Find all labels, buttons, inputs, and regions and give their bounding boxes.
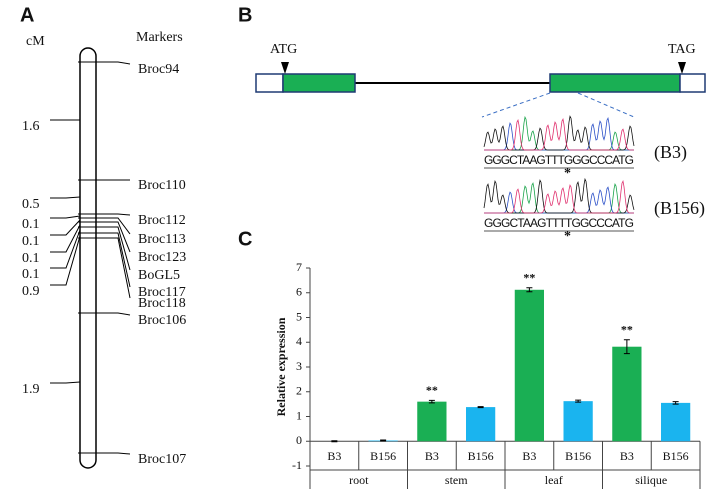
sample-label: B3 — [522, 449, 536, 463]
start-codon: ATG — [270, 42, 297, 57]
bar — [661, 402, 691, 442]
y-tick-label: 4 — [296, 334, 302, 348]
error-bar — [623, 339, 630, 355]
mutation-mark: * — [564, 166, 571, 181]
y-tick-label: 1 — [296, 408, 302, 422]
marker-line — [78, 213, 131, 216]
y-tick-label: 0 — [296, 433, 302, 447]
sample-label: B156 — [565, 449, 591, 463]
chromatogram-trace — [484, 179, 634, 214]
distance-line — [50, 229, 81, 269]
y-tick-label: 7 — [296, 260, 302, 274]
y-axis-label: Relative expression — [274, 317, 288, 416]
panel-label: B — [238, 4, 252, 26]
error-bar — [526, 287, 533, 293]
marker-label: Broc107 — [138, 452, 186, 467]
significance: ** — [621, 323, 633, 337]
marker-line — [78, 226, 131, 271]
chromosome — [79, 47, 97, 469]
marker-label: Broc118 — [138, 296, 186, 311]
bar — [417, 401, 447, 442]
marker-line — [78, 221, 131, 253]
significance: ** — [523, 271, 535, 285]
sample-label: B156 — [468, 449, 494, 463]
marker-label: Broc110 — [138, 178, 186, 193]
sequence: GGGCTAAGTTTTGGCCCATG — [484, 216, 634, 230]
distance-label: 0.1 — [22, 217, 40, 232]
bar — [563, 401, 593, 442]
marker-label: BoGL5 — [138, 268, 180, 283]
error-bar — [477, 406, 484, 409]
distance-label: 0.1 — [22, 251, 40, 266]
panel-label: A — [20, 4, 34, 26]
distance-line — [50, 215, 81, 219]
marker-line — [78, 61, 131, 65]
distance-label: 1.6 — [22, 119, 40, 134]
error-bar — [575, 399, 582, 403]
error-bar — [380, 439, 387, 442]
marker-label: Broc117 — [138, 285, 186, 300]
exon — [549, 73, 681, 93]
distance-line — [50, 235, 81, 286]
marker-line — [78, 232, 131, 288]
mutation-mark: * — [564, 229, 571, 244]
bar — [514, 289, 544, 442]
y-tick-label: -1 — [292, 458, 302, 472]
marker-line — [78, 217, 131, 235]
panel-label: C — [238, 228, 252, 250]
category-label: stem — [445, 473, 468, 487]
zoom-line — [577, 92, 635, 118]
category-label: leaf — [545, 473, 563, 487]
stop-codon: TAG — [668, 42, 696, 57]
distance-label: 0.1 — [22, 267, 40, 282]
y-tick-label: 2 — [296, 384, 302, 398]
distance-line — [50, 196, 81, 199]
y-tick-label: 6 — [296, 285, 302, 299]
sample-label: B3 — [425, 449, 439, 463]
utr — [679, 73, 706, 93]
marker-label: Broc112 — [138, 213, 186, 228]
y-tick-label: 3 — [296, 359, 302, 373]
distance-line — [50, 381, 81, 384]
category-label: root — [349, 473, 369, 487]
marker-label: Broc94 — [138, 62, 179, 77]
distance-line — [50, 224, 81, 253]
sample-name: (B156) — [654, 198, 705, 219]
arrowhead — [281, 62, 289, 74]
marker-label: Broc123 — [138, 250, 186, 265]
chromatogram-trace — [484, 118, 634, 151]
marker-line — [78, 237, 131, 299]
utr — [255, 73, 284, 93]
bar — [612, 346, 642, 442]
distance-label: 1.9 — [22, 382, 40, 397]
marker-label: Broc113 — [138, 232, 186, 247]
sample-label: B156 — [370, 449, 396, 463]
arrowhead — [678, 62, 686, 74]
distance-line — [50, 219, 81, 236]
y-tick-label: 5 — [296, 309, 302, 323]
markers-label: Markers — [136, 30, 183, 45]
error-bar — [331, 440, 338, 443]
sample-label: B156 — [663, 449, 689, 463]
marker-label: Broc106 — [138, 313, 186, 328]
exon — [282, 73, 356, 93]
category-label: silique — [635, 473, 667, 487]
error-bar — [672, 401, 679, 405]
zoom-line — [481, 92, 551, 118]
sample-name: (B3) — [654, 142, 687, 163]
marker-line — [78, 312, 131, 316]
sample-label: B3 — [327, 449, 341, 463]
error-bar — [428, 399, 435, 404]
unit-label: cM — [26, 34, 45, 49]
sequence: GGGCTAAGTTTGGGCCCATG — [484, 153, 634, 167]
distance-label: 0.9 — [22, 284, 40, 299]
marker-line — [78, 452, 131, 455]
bar — [466, 407, 496, 442]
distance-label: 0.5 — [22, 197, 40, 212]
distance-label: 0.1 — [22, 234, 40, 249]
sample-label: B3 — [620, 449, 634, 463]
significance: ** — [426, 383, 438, 397]
